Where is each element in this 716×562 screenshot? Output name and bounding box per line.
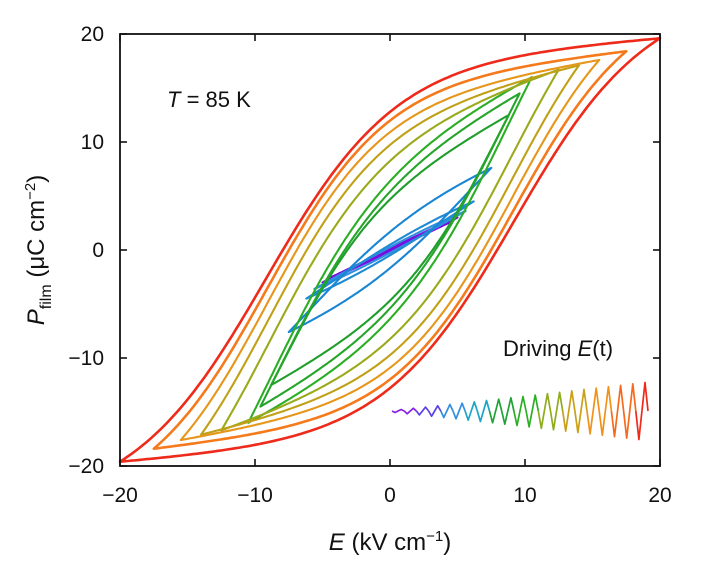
y-axis-subscript: film <box>38 284 55 309</box>
y-axis-unit-open: (μC cm <box>23 200 50 284</box>
driving-symbol: E <box>578 336 593 361</box>
waveform-cycle-11 <box>513 395 527 427</box>
x-tick-label: −10 <box>237 484 273 507</box>
y-axis-symbol: P <box>23 309 50 325</box>
hysteresis-loop-4 <box>305 200 475 300</box>
waveform-cycle-15 <box>561 390 576 432</box>
waveform-cycle-4 <box>427 404 442 418</box>
tick-labels: −20 −10 0 10 20 −20 −10 0 10 20 <box>68 23 671 507</box>
waveform-cycle-8 <box>476 399 491 423</box>
waveform-cycle-14 <box>549 391 564 431</box>
waveform-cycle-21 <box>634 381 649 441</box>
waveform-cycle-10 <box>500 396 515 426</box>
x-tick-label: 20 <box>648 484 671 507</box>
hysteresis-loop-10 <box>199 64 581 436</box>
y-tick-label: 0 <box>92 239 104 262</box>
x-tick-label: 0 <box>384 484 396 507</box>
x-axis-label: E (kV cm−1) <box>329 528 451 556</box>
waveform-cycle-7 <box>464 401 479 421</box>
waveform-cycle-12 <box>525 394 540 428</box>
y-tick-label: 10 <box>81 131 104 154</box>
x-axis-unit-sup: −1 <box>426 528 443 545</box>
driving-prefix: Driving <box>503 336 578 361</box>
temperature-value: = 85 K <box>180 87 251 112</box>
y-tick-label: −20 <box>68 455 104 478</box>
driving-suffix: (t) <box>592 336 613 361</box>
y-axis-unit-close: ) <box>23 175 50 183</box>
hysteresis-loop-12 <box>152 50 628 450</box>
temperature-annotation: T = 85 K <box>167 87 251 112</box>
waveform-cycle-6 <box>452 402 466 420</box>
waveform-cycle-2 <box>403 407 417 415</box>
x-axis-symbol: E <box>329 529 346 556</box>
waveform-cycle-3 <box>415 406 430 416</box>
waveform-cycle-1 <box>391 408 405 414</box>
waveform-cycle-20 <box>622 383 637 439</box>
x-tick-label: 10 <box>513 484 536 507</box>
waveform-cycle-13 <box>537 392 552 430</box>
y-axis-label: Pfilm (μC cm−2) <box>22 175 55 326</box>
hysteresis-loop-5 <box>287 166 493 334</box>
temperature-symbol: T <box>167 87 182 112</box>
waveform-cycle-18 <box>598 385 613 437</box>
waveform-cycle-9 <box>488 398 503 424</box>
waveform-cycle-16 <box>574 388 588 434</box>
x-axis-unit-close: ) <box>443 529 451 556</box>
x-axis-unit-open: (kV cm <box>345 529 426 556</box>
hysteresis-loop-7 <box>259 92 521 408</box>
y-axis-unit-sup: −2 <box>22 183 39 200</box>
waveform-cycle-17 <box>586 387 601 435</box>
y-tick-label: 20 <box>81 23 104 46</box>
y-tick-label: −10 <box>68 347 104 370</box>
waveform-cycle-5 <box>440 403 454 419</box>
driving-waveform <box>391 381 649 441</box>
driving-annotation: Driving E(t) <box>503 336 613 361</box>
waveform-cycle-19 <box>610 384 625 438</box>
x-tick-label: −20 <box>102 484 138 507</box>
hysteresis-loop-11 <box>179 58 601 442</box>
axis-ticks <box>119 33 661 467</box>
